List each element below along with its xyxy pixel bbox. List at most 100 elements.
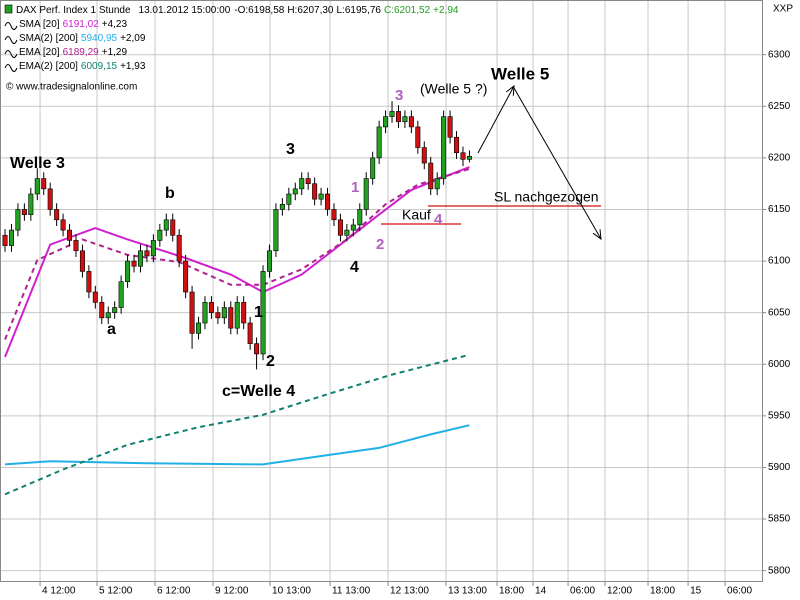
candle-body [363,178,369,210]
candle-body [318,193,324,200]
annotations: Welle 3 a b c=Welle 4 1 2 3 4 1 2 3 4 (W… [10,64,599,400]
candle-body [125,260,131,283]
legend-entry: EMA [20] 6189,29 +1,29 [19,47,127,58]
candle-body [105,312,111,319]
legend-last: 5940,95 [81,33,118,44]
arrow-up [477,86,514,154]
candle-body [21,209,27,215]
candle-body [292,188,298,195]
candle-body [389,111,395,117]
annotation: b [165,185,175,202]
y-tick-label: 6300 [768,49,791,60]
y-tick-label: 6050 [768,307,791,318]
y-tick-label: 5800 [768,565,791,576]
candle-body [92,291,98,303]
candle-body [144,250,150,257]
header-name: DAX Perf. Index 1 Stunde [16,5,131,16]
x-tick-label: 6 12:00 [157,586,191,597]
candle-body [357,209,363,226]
annotation: c=Welle 4 [222,383,295,400]
candle-body [41,178,47,190]
plot-frame [0,0,763,582]
candle-body [337,219,343,236]
candle-body [176,234,182,262]
candle-body [460,152,466,160]
legend-entry: SMA(2) [200] 5940,95 +2,09 [19,33,146,44]
legend-icon [4,22,18,30]
candle-body [454,136,460,154]
header-close: C:6201,52 [384,5,431,16]
candle-body [208,302,214,313]
annotation: (Welle 5 ?) [420,81,487,97]
candle-body [131,260,137,267]
legend-last: 6189,29 [63,47,100,58]
legend-name: EMA [20] [19,47,60,58]
candle-body [2,234,8,246]
annotation: SL nachgezogen [494,189,599,205]
x-tick-label: 06:00 [570,586,595,597]
x-tick-label: 10 13:00 [272,586,311,597]
candle-body [466,156,472,160]
legend-entry: SMA [20] 6191,02 +4,23 [19,19,127,30]
grid [0,0,762,582]
candle-body [350,224,356,231]
header-datetime: 13.01.2012 15:00:00 [139,5,231,16]
header-low: L:6195,76 [336,5,381,16]
legend-name: SMA(2) [200] [19,33,78,44]
candle-body [408,116,414,128]
candle-body [189,291,195,334]
candle-body [325,193,331,210]
y-tick-label: 6200 [768,153,791,164]
candle-body [234,302,240,329]
candle-body [395,111,401,123]
candle-body [112,307,118,313]
candle-body [312,183,318,200]
candle-body [305,178,311,184]
candle-body [15,209,21,231]
y-tick-label: 6150 [768,204,791,215]
annotation: 4 [350,259,359,276]
legend-change: +2,09 [120,33,146,44]
legend-name: EMA(2) [200] [19,61,78,72]
candle-body [99,302,105,319]
x-tick-label: 18:00 [650,586,675,597]
candle-body [73,240,79,252]
candle-body [286,193,292,205]
header-icon [4,4,13,14]
arrow-down [513,87,601,239]
candle-body [215,312,221,319]
x-tick-label: 12 13:00 [390,586,429,597]
watermark: © www.tradesignalonline.com [6,82,137,93]
annotation: 1 [351,179,359,196]
header-high: H:6207,30 [287,5,334,16]
x-tick-label: 12:00 [607,586,632,597]
annotation: 2 [266,353,275,370]
annotation: Welle 5 [491,64,549,83]
header-open: -O:6198,58 [234,5,284,16]
x-tick-label: 13 13:00 [448,586,487,597]
candle-body [344,229,350,236]
candle-body [202,302,208,324]
x-tick-label: 18:00 [499,586,524,597]
y-tick-label: 6250 [768,101,791,112]
axis-labels: 5800 5850 5900 5950 6000 6050 6100 6150 6200 6250… [39,49,791,597]
indicator-line [4,353,470,496]
candle-body [383,116,389,128]
candle-body [157,229,163,241]
candle-body [60,219,66,231]
x-tick-label: 06:00 [727,586,752,597]
candles [2,101,472,370]
annotation: 1 [254,304,263,321]
x-tick-label: 9 12:00 [215,586,249,597]
candle-body [170,219,176,236]
candle-body [228,307,234,329]
candle-body [273,209,279,252]
candle-body [183,260,189,293]
annotation: a [107,321,116,338]
candle-body [137,250,143,267]
legend-last: 6009,15 [81,61,118,72]
candle-body [447,116,453,138]
candle-body [54,209,60,221]
